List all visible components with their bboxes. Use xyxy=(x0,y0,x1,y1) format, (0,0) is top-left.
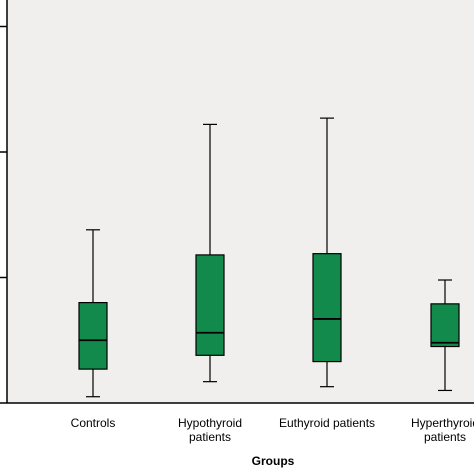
x-tick-label: Euthyroid patients xyxy=(279,416,375,430)
x-axis-title: Groups xyxy=(252,454,295,468)
box-plot xyxy=(430,279,460,392)
x-tick-label-line: patients xyxy=(189,430,231,444)
iqr-box xyxy=(78,302,108,370)
iqr-box xyxy=(430,303,460,348)
iqr-box xyxy=(312,253,342,363)
x-tick-label-line: Hypothyroid xyxy=(178,416,242,430)
x-tick-label: Hyperthyroid patients xyxy=(411,416,474,444)
boxes xyxy=(78,117,460,398)
iqr-box xyxy=(195,254,225,356)
box-plot xyxy=(195,123,225,383)
x-tick-label: Hypothyroid patients xyxy=(178,416,242,444)
y-ticks xyxy=(0,25,7,404)
x-tick-label-line: Hyperthyroid xyxy=(411,416,474,430)
box-plot xyxy=(312,117,342,388)
plot-area xyxy=(7,0,474,403)
x-tick-label-line: patients xyxy=(424,430,466,444)
x-tick-label: Controls xyxy=(71,416,116,430)
box-plot xyxy=(78,229,108,398)
x-tick-label-line: Controls xyxy=(71,416,116,430)
x-tick-label-line: Euthyroid patients xyxy=(279,416,375,430)
